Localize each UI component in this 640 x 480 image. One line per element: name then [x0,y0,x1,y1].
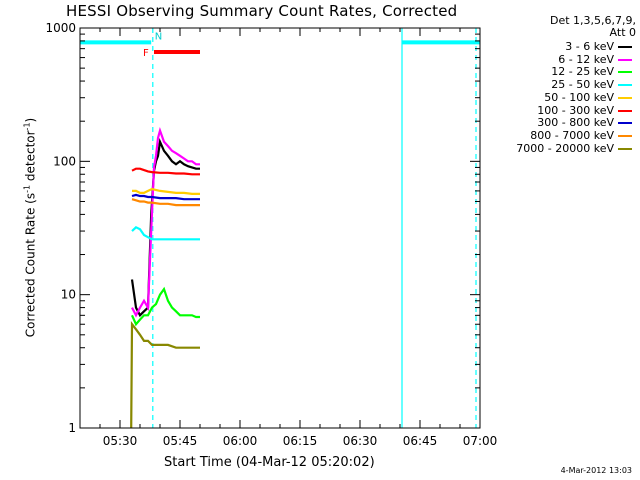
legend-label: 7000 - 20000 keV [516,141,614,155]
legend-item-300-800-kev: 300 - 800 keV [482,116,632,130]
series-7000-20000-kev [130,321,200,429]
x-tick-label: 06:15 [283,434,318,448]
x-tick-label: 06:30 [343,434,378,448]
legend-header-line-1: Det 1,3,5,6,7,9, [549,14,636,27]
series-25-50-kev [131,225,200,241]
series-group [130,126,200,429]
y-axis-ticks: 1 10 100 1000 [45,21,480,435]
legend-item-25-50-kev: 25 - 50 keV [482,78,632,92]
flag-label-f: F [143,48,149,59]
series-800-7000-kev [131,198,200,207]
legend-swatch [618,84,632,87]
x-tick-label: 07:00 [463,434,498,448]
x-axis-ticks: 05:30 05:45 06:00 06:15 06:30 06:45 07:00 [79,28,498,448]
legend-item-50-100-kev: 50 - 100 keV [482,90,632,104]
legend-swatch [618,122,632,125]
legend-label: 800 - 7000 keV [530,128,614,142]
legend-item-100-300-kev: 100 - 300 keV [482,103,632,117]
series-300-800-kev [131,193,200,201]
y-tick-label: 100 [53,154,76,168]
vertical-markers [152,28,477,428]
legend-header-line-2: Att 0 [609,26,636,39]
legend-label: 12 - 25 keV [551,65,614,79]
series-6-12-kev [131,126,200,318]
legend-item-6-12-kev: 6 - 12 keV [482,52,632,66]
legend-item-3-6-kev: 3 - 6 keV [482,40,632,53]
chart-title: HESSI Observing Summary Count Rates, Cor… [66,2,458,20]
x-tick-label: 05:30 [103,434,138,448]
flag-bars: FN [80,31,480,59]
x-axis-title: Start Time (04-Mar-12 05:20:02) [164,455,375,470]
legend-swatch [618,46,632,48]
legend-item-7000-20000-kev: 7000 - 20000 keV [482,141,632,155]
flag-label-n: N [155,31,162,42]
y-axis-title: Corrected Count Rate (s-1 detector-1) [22,117,38,338]
legend-label: 50 - 100 keV [544,90,614,104]
series-100-300-kev [131,167,200,176]
series-12-25-kev [130,286,200,327]
series-3-6-kev [130,137,200,318]
legend-swatch [618,71,632,74]
legend-swatch [618,96,632,99]
y-tick-label: 1000 [45,21,76,35]
y-tick-label: 1 [68,421,76,435]
legend-label: 3 - 6 keV [565,40,614,53]
x-tick-label: 06:45 [403,434,438,448]
legend-item-12-25-kev: 12 - 25 keV [482,65,632,79]
y-tick-label: 10 [61,288,76,302]
legend-label: 100 - 300 keV [537,103,614,117]
legend-label: 300 - 800 keV [537,116,614,130]
legend-swatch [618,147,632,150]
legend-label: 6 - 12 keV [558,52,614,66]
legend-label: 25 - 50 keV [551,78,614,92]
x-tick-label: 06:00 [223,434,258,448]
legend-swatch [618,109,632,112]
series-50-100-kev [132,187,200,195]
legend-item-800-7000-kev: 800 - 7000 keV [482,128,632,142]
legend-swatch [618,134,632,137]
x-tick-label: 05:45 [163,434,198,448]
legend-swatch [618,58,632,61]
timestamp: 4-Mar-2012 13:03 [560,466,632,475]
